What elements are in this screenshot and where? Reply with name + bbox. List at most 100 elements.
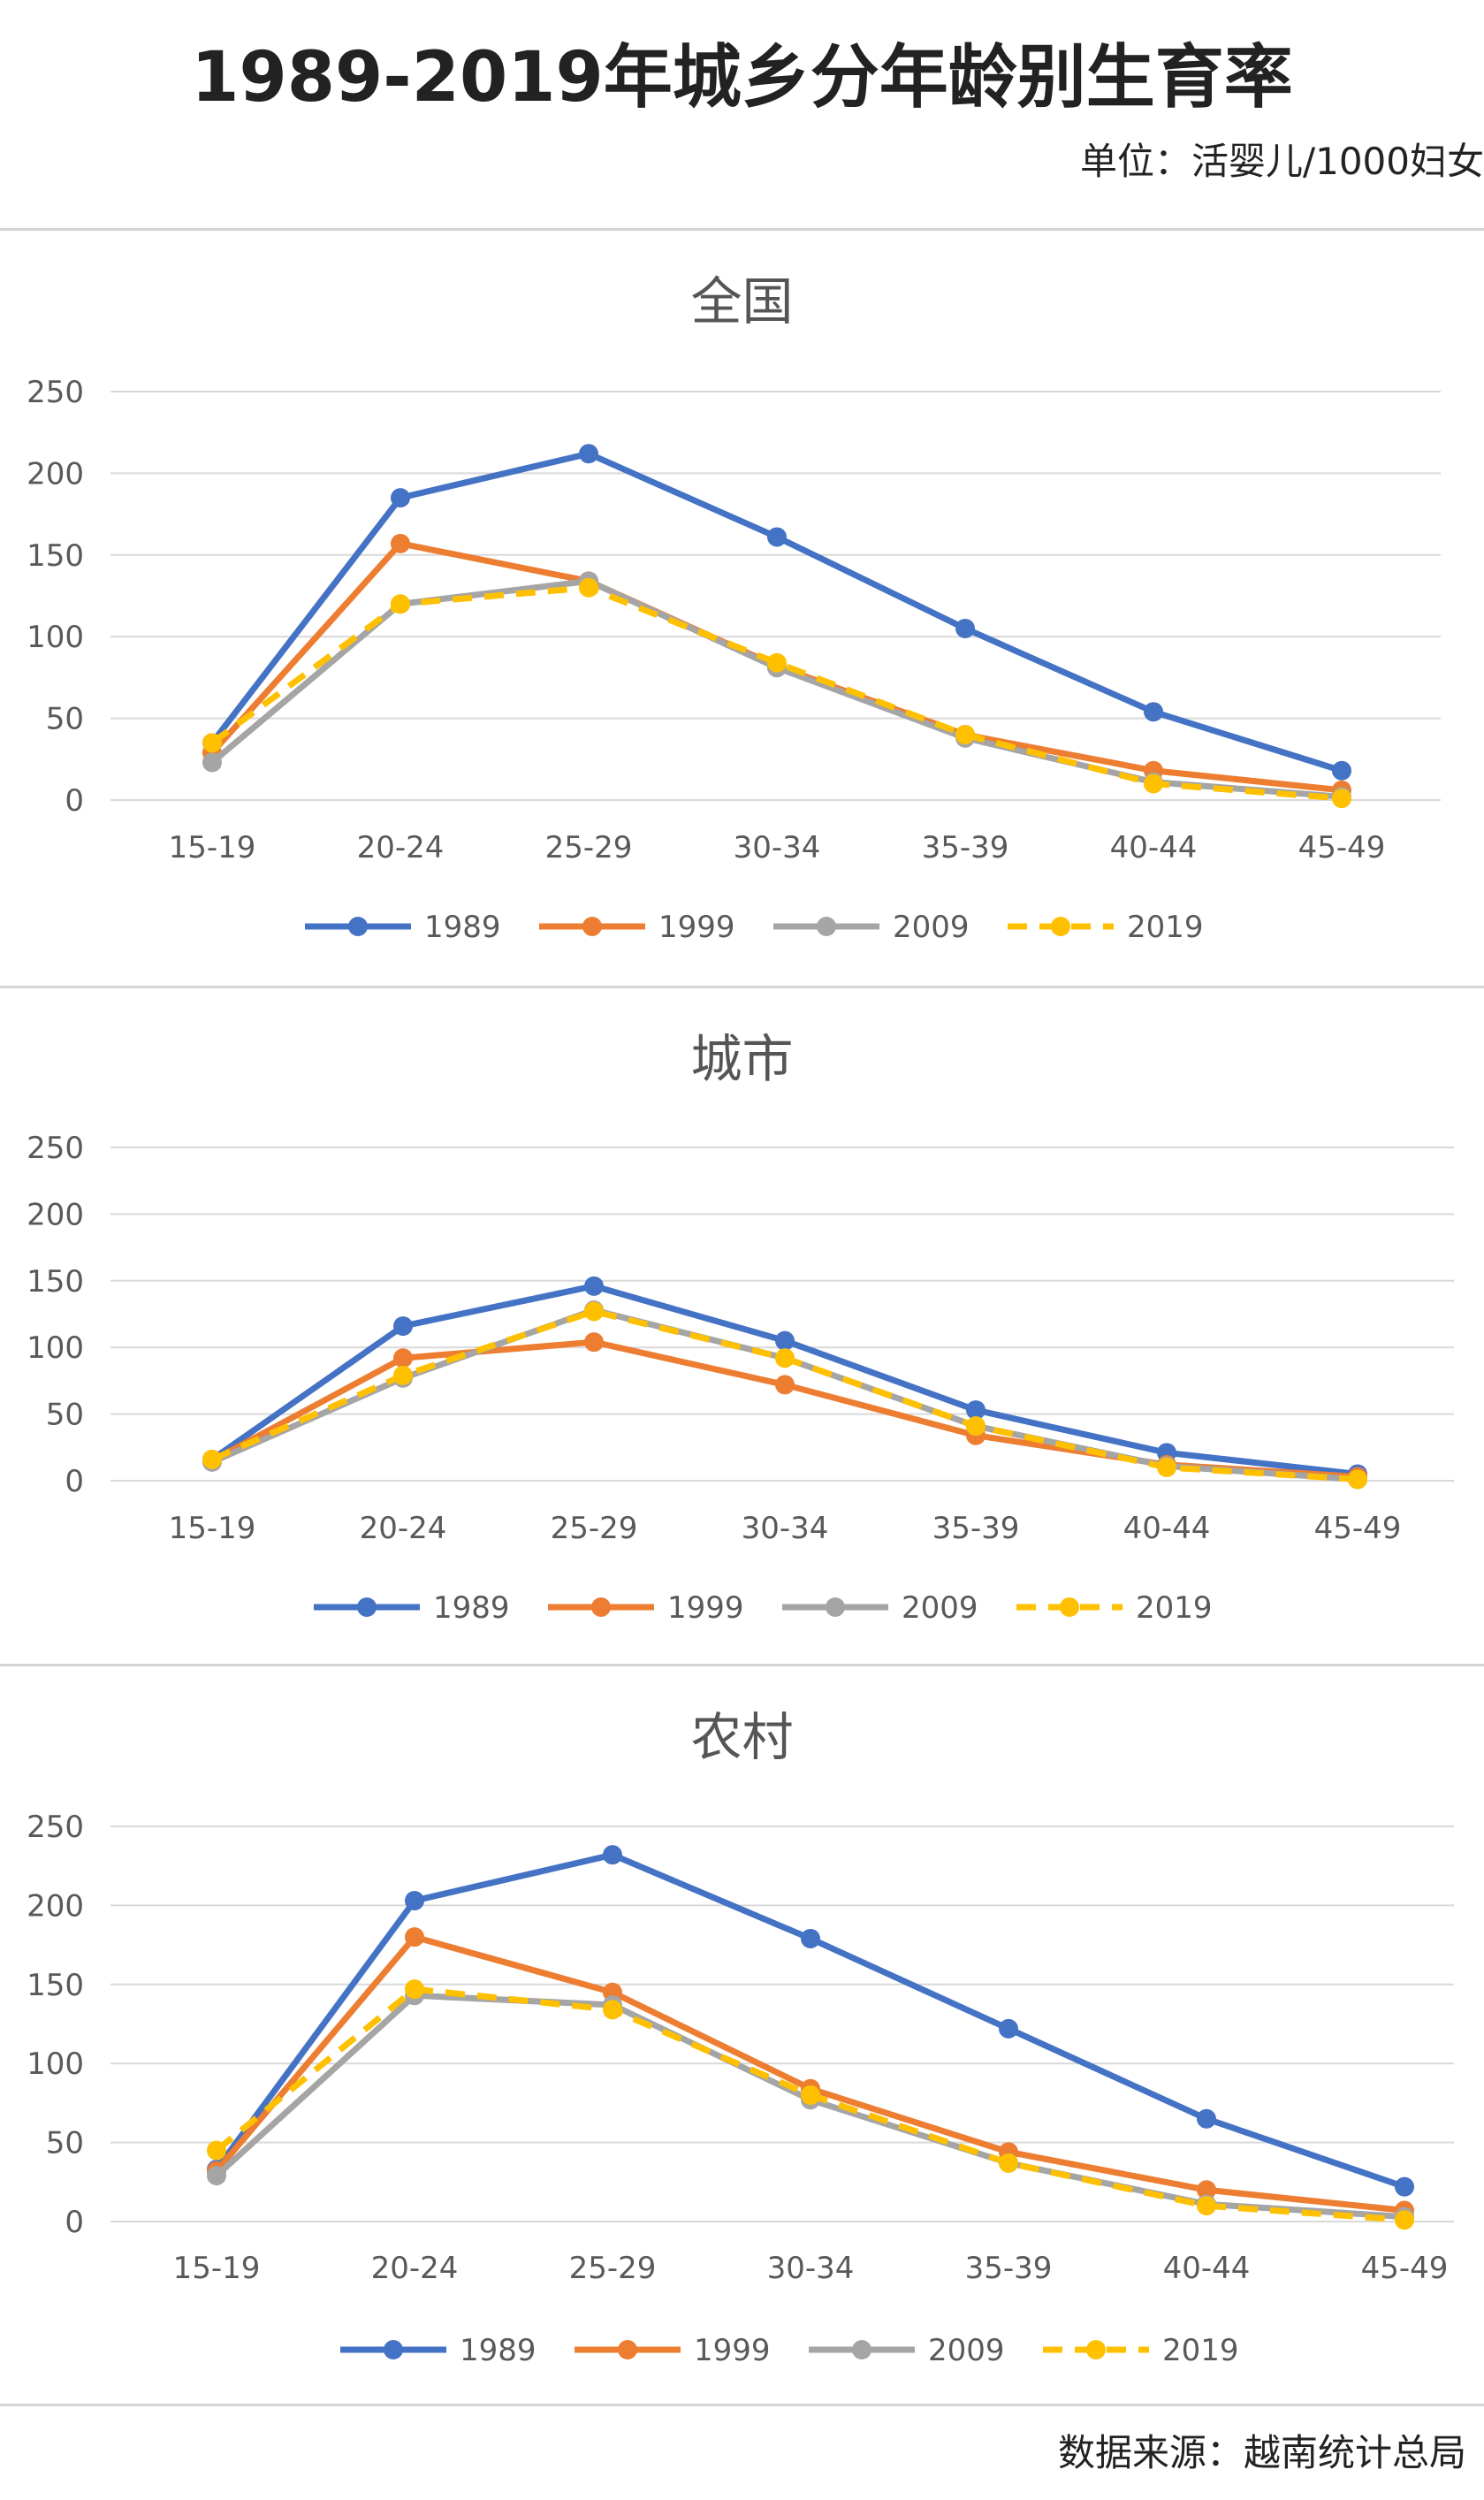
unit-note: 单位：活婴儿/1000妇女 [1079, 140, 1484, 183]
data-point-1989 [603, 1845, 622, 1865]
data-point-2019 [1395, 2210, 1414, 2230]
x-tick-label: 15-19 [169, 830, 256, 865]
data-point-1989 [1197, 2108, 1216, 2129]
data-point-2019 [767, 652, 787, 673]
legend-marker [1086, 2340, 1106, 2359]
legend-item-1999: 1999 [575, 2333, 771, 2368]
data-point-2019 [202, 733, 222, 753]
x-tick-label: 30-34 [742, 1511, 829, 1546]
legend-label: 2009 [893, 910, 970, 945]
data-point-1989 [405, 1891, 424, 1911]
y-tick-label: 200 [27, 1888, 84, 1924]
main-title: 1989-2019年城乡分年龄别生育率 [191, 38, 1293, 118]
y-tick-label: 100 [27, 620, 84, 655]
chart-panel-rural: 农村 0 50 100 150 200 250 15-19 20-24 25-29 30-34 35… [0, 1664, 1484, 2406]
x-tick-label: 40-44 [1110, 830, 1198, 865]
data-point-1999 [775, 1375, 795, 1395]
x-tick-label: 35-39 [922, 830, 1009, 865]
chart-panel-national: 全国 0 50 100 150 200 250 15-19 20-24 25-29 30-34 35… [0, 228, 1484, 988]
legend-marker [591, 1597, 611, 1617]
legend-marker [1051, 917, 1070, 936]
data-point-1989 [1395, 2176, 1414, 2197]
legend-item-2009: 2009 [809, 2333, 1005, 2368]
data-point-1999 [393, 1348, 413, 1368]
chart-panel-urban: 城市 0 50 100 150 200 250 15-19 20-24 25-29 30-34 35… [0, 986, 1484, 1666]
legend-item-2019: 2019 [1043, 2333, 1239, 2368]
x-tick-label: 45-49 [1314, 1511, 1402, 1546]
data-point-1989 [584, 1276, 604, 1296]
data-point-2019 [207, 2140, 226, 2161]
y-tick-label: 50 [46, 2126, 84, 2161]
x-tick-label: 20-24 [357, 830, 445, 865]
x-tick-label: 35-39 [965, 2251, 1053, 2286]
chart-title: 全国 [690, 271, 794, 332]
x-tick-label: 20-24 [360, 1511, 447, 1546]
series-line-2009 [209, 577, 1343, 800]
y-tick-label: 0 [65, 1464, 84, 1499]
x-tick-label: 30-34 [767, 2251, 855, 2286]
legend-marker [1060, 1597, 1079, 1617]
legend-label: 1989 [433, 1590, 510, 1626]
x-tick-label: 15-19 [173, 2251, 261, 2286]
chart-urban: 0 50 100 150 200 250 15-19 20-24 25-29 30-34 35-39… [27, 1131, 1454, 1626]
data-point-2019 [775, 1348, 795, 1368]
legend-item-2019: 2019 [1016, 1590, 1213, 1626]
x-tick-label: 25-29 [569, 2251, 657, 2286]
data-point-2019 [1348, 1469, 1367, 1490]
legend-item-1999: 1999 [548, 1590, 744, 1626]
legend-item-2019: 2019 [1008, 910, 1204, 945]
x-tick-label: 35-39 [932, 1511, 1020, 1546]
legend-marker [618, 2340, 637, 2359]
data-point-2019 [999, 2153, 1018, 2173]
y-tick-label: 100 [27, 2046, 84, 2082]
data-point-1989 [1332, 760, 1351, 781]
y-tick-label: 150 [27, 1968, 84, 2003]
legend-marker [348, 917, 368, 936]
legend-marker [817, 917, 836, 936]
x-tick-label: 40-44 [1123, 1511, 1211, 1546]
x-tick-label: 45-49 [1298, 830, 1386, 865]
data-point-1989 [801, 1928, 820, 1948]
x-tick-label: 15-19 [169, 1511, 256, 1546]
data-point-2019 [393, 1365, 413, 1385]
data-point-2019 [603, 2000, 622, 2020]
y-tick-label: 150 [27, 538, 84, 574]
legend-label: 2009 [902, 1590, 978, 1626]
chart-rural: 0 50 100 150 200 250 15-19 20-24 25-29 30-34 35-39… [27, 1810, 1454, 2368]
legend-label: 1999 [667, 1590, 744, 1626]
legend-marker [852, 2340, 871, 2359]
y-tick-label: 100 [27, 1330, 84, 1366]
y-tick-label: 0 [65, 2205, 84, 2240]
data-point-1989 [775, 1330, 795, 1351]
data-point-1989 [955, 618, 975, 638]
x-tick-label: 25-29 [545, 830, 633, 865]
x-tick-label: 45-49 [1361, 2251, 1449, 2286]
data-point-1989 [999, 2018, 1018, 2039]
data-point-2009 [207, 2166, 226, 2186]
y-tick-label: 50 [46, 1398, 84, 1433]
chart-national: 0 50 100 150 200 250 15-19 20-24 25-29 30-34 35-39… [27, 375, 1441, 945]
data-point-1989 [1144, 702, 1163, 722]
y-tick-label: 50 [46, 702, 84, 737]
data-point-1989 [393, 1316, 413, 1337]
data-point-1999 [1197, 2180, 1216, 2200]
legend-marker [582, 917, 602, 936]
data-point-1999 [584, 1332, 604, 1353]
legend-marker [826, 1597, 845, 1617]
y-tick-label: 250 [27, 1810, 84, 1845]
y-tick-label: 200 [27, 456, 84, 492]
data-point-2019 [202, 1449, 222, 1469]
y-tick-label: 250 [27, 1131, 84, 1166]
y-tick-label: 150 [27, 1264, 84, 1300]
legend-label: 1989 [424, 910, 501, 945]
series-line-1989 [209, 450, 1343, 774]
legend-label: 2009 [928, 2333, 1005, 2368]
legend-marker [384, 2340, 403, 2359]
legend-marker [357, 1597, 377, 1617]
data-point-1999 [391, 533, 410, 553]
data-point-1989 [579, 444, 598, 464]
data-point-2019 [579, 577, 598, 598]
legend-item-2009: 2009 [782, 1590, 978, 1626]
data-point-1999 [405, 1927, 424, 1947]
x-tick-label: 30-34 [734, 830, 821, 865]
